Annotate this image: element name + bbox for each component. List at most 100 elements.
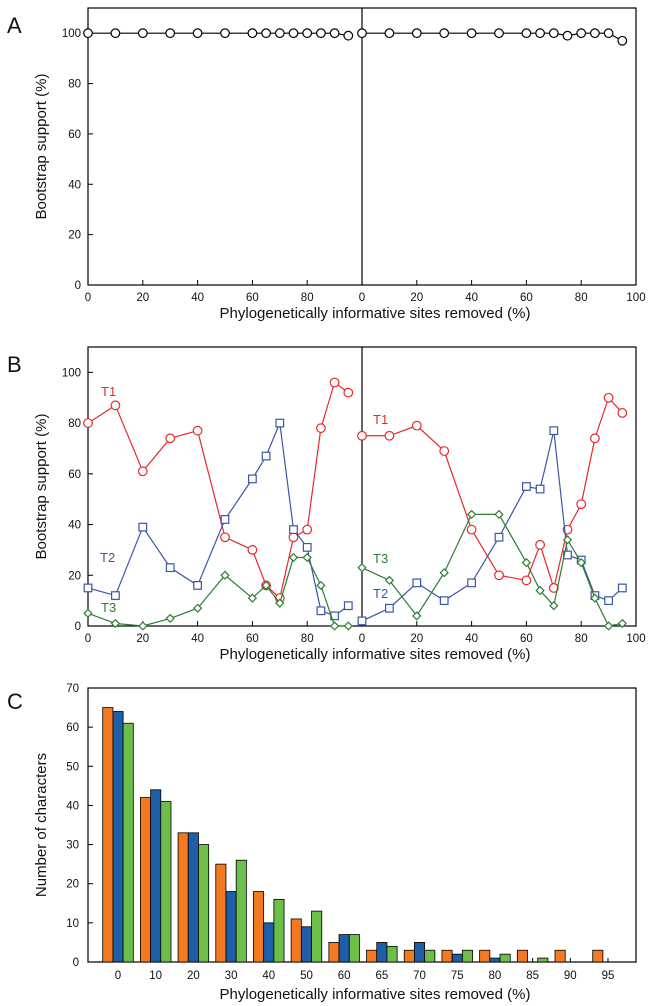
x-axis-label: Phylogenetically informative sites remov… bbox=[220, 305, 531, 322]
x-tick-label: 20 bbox=[410, 633, 423, 645]
bar bbox=[451, 953, 463, 963]
bar bbox=[338, 934, 350, 963]
series-line-point bbox=[603, 28, 614, 39]
series-t3-point bbox=[247, 593, 258, 603]
x-tick-label: 50 bbox=[300, 970, 313, 982]
series-t3-point bbox=[384, 575, 395, 585]
series-line-point bbox=[343, 30, 354, 41]
bar bbox=[112, 711, 124, 963]
bar bbox=[328, 942, 340, 963]
y-axis-label: Bootstrap support (%) bbox=[33, 74, 50, 220]
x-tick-label: 80 bbox=[575, 633, 588, 645]
x-tick-label: 65 bbox=[375, 970, 388, 982]
series-line-point bbox=[562, 30, 573, 41]
series-t1-point bbox=[165, 433, 176, 444]
x-tick-label: 60 bbox=[520, 292, 533, 304]
bar bbox=[215, 863, 227, 963]
series-t3-point bbox=[562, 535, 573, 545]
series-t3-line bbox=[361, 513, 623, 627]
series-t2-point bbox=[261, 451, 271, 461]
series-t3-point bbox=[412, 611, 422, 621]
x-tick-label: 0 bbox=[359, 292, 365, 304]
x-tick-label: 100 bbox=[626, 633, 645, 645]
series-t3-point bbox=[439, 568, 449, 578]
x-tick-label: 75 bbox=[451, 970, 464, 982]
series-t3-point bbox=[165, 613, 175, 624]
series-t2-point bbox=[302, 542, 312, 552]
series-t1-point bbox=[521, 575, 532, 586]
x-tick-label: 40 bbox=[465, 292, 478, 304]
series-t3-point bbox=[83, 608, 93, 618]
series-t2-point bbox=[563, 550, 572, 560]
series-line-point bbox=[316, 28, 326, 39]
series-t3-point bbox=[138, 621, 148, 631]
x-tick-label: 20 bbox=[410, 292, 423, 304]
series-t3-point bbox=[549, 601, 559, 611]
y-tick-label: 70 bbox=[66, 683, 79, 695]
series-t2-point bbox=[412, 578, 422, 588]
bar bbox=[253, 891, 265, 963]
series-line-point bbox=[576, 28, 587, 39]
series-t1-point bbox=[494, 570, 504, 581]
panel-b: B 0 20 40 60 80 100 Bootstrap support (%) Phylog… bbox=[7, 346, 646, 663]
subpanel-2: 0 20 40 60 80 100 bbox=[357, 28, 646, 304]
bar bbox=[235, 859, 247, 963]
series-t2-point bbox=[385, 603, 394, 613]
bar bbox=[461, 949, 473, 963]
series-t1-point bbox=[247, 545, 258, 555]
series-t1-point bbox=[137, 466, 148, 477]
series-t2-point bbox=[193, 581, 203, 590]
x-tick-label: 95 bbox=[602, 970, 615, 982]
series-t2-point bbox=[357, 616, 367, 626]
series-t3-label: T3 bbox=[373, 551, 388, 566]
bar bbox=[403, 949, 415, 963]
series-line-point bbox=[110, 28, 121, 39]
series-t1-line bbox=[87, 381, 349, 600]
series-line-point bbox=[137, 28, 148, 39]
series-t2-point bbox=[549, 426, 559, 436]
y-tick-label: 60 bbox=[68, 469, 81, 481]
series-line-point bbox=[247, 28, 258, 39]
series-t3-point bbox=[275, 598, 285, 608]
bar bbox=[102, 707, 114, 963]
series-line-point bbox=[329, 28, 340, 39]
y-tick-label: 100 bbox=[62, 367, 81, 379]
series-line-point bbox=[439, 28, 450, 39]
x-tick-label: 0 bbox=[115, 970, 121, 982]
y-tick-label: 80 bbox=[68, 79, 81, 91]
bar bbox=[366, 949, 378, 963]
series-t1-point bbox=[384, 430, 395, 441]
series-t2-point bbox=[535, 484, 545, 494]
bar bbox=[263, 922, 275, 963]
x-tick-label: 10 bbox=[149, 970, 162, 982]
series-t2-point bbox=[83, 583, 93, 593]
series-t1-point bbox=[220, 532, 230, 543]
series-t3-point bbox=[192, 603, 203, 613]
series-t3-point bbox=[466, 509, 477, 520]
panel-letter: A bbox=[7, 13, 22, 38]
series-t1-point bbox=[535, 539, 545, 550]
y-tick-label: 0 bbox=[73, 957, 79, 969]
bar bbox=[537, 957, 549, 963]
series-t2-point bbox=[617, 583, 627, 593]
bar bbox=[441, 949, 453, 963]
plot-frame bbox=[87, 687, 637, 963]
subpanel-1: 0 20 40 60 80 T1 T2 T3 bbox=[83, 377, 354, 645]
series-t1-point bbox=[83, 418, 93, 428]
series-line-point bbox=[411, 28, 422, 39]
series-line-point bbox=[590, 28, 600, 39]
series-t2-point bbox=[275, 418, 285, 428]
series-t3-point bbox=[261, 580, 271, 591]
x-tick-label: 60 bbox=[520, 633, 533, 645]
series-t3-label: T3 bbox=[101, 600, 116, 615]
series-t2-point bbox=[289, 525, 298, 535]
bar bbox=[499, 953, 511, 963]
bar bbox=[489, 957, 501, 963]
x-tick-label: 20 bbox=[187, 970, 200, 982]
x-axis-label: Phylogenetically informative sites remov… bbox=[220, 646, 531, 663]
y-tick-label: 0 bbox=[75, 621, 81, 633]
series-t1-point bbox=[617, 408, 628, 418]
bar bbox=[160, 801, 172, 963]
y-tick-label: 80 bbox=[68, 418, 81, 430]
series-t1-point bbox=[411, 420, 422, 431]
